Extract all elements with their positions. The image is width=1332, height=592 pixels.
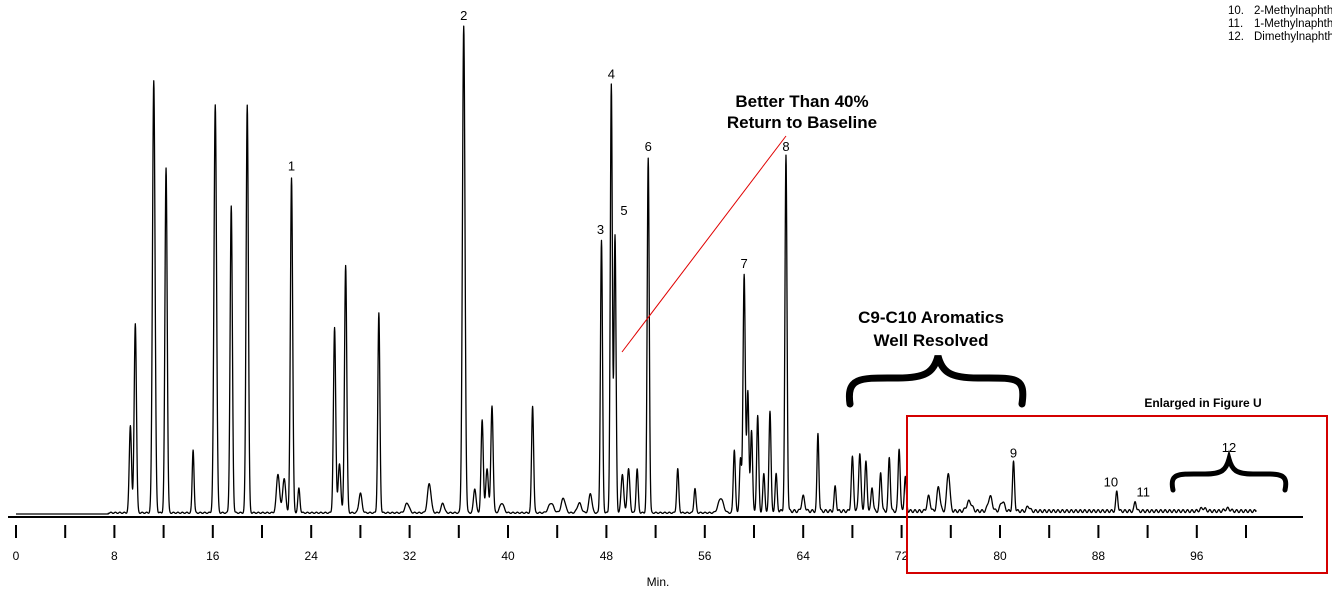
peak-label-3: 3: [597, 222, 604, 237]
dimethylnaphthalenes-brace: [1169, 449, 1289, 493]
time-axis: 0 8 16 24 32 40 48 56 64 72 80 88 96 Min.: [8, 516, 1303, 589]
x-tick-label: 32: [403, 549, 417, 563]
peak-label-1: 1: [288, 159, 295, 174]
x-axis-label: Min.: [647, 575, 670, 589]
aromatics-brace: [845, 355, 1027, 408]
peak-label-7: 7: [741, 256, 748, 271]
x-tick-label: 80: [993, 549, 1007, 563]
x-tick-label: 16: [206, 549, 220, 563]
enlarged-region-box: [906, 415, 1328, 574]
x-tick-label: 0: [13, 549, 20, 563]
x-tick-label: 64: [797, 549, 811, 563]
peak-label-6: 6: [645, 139, 652, 154]
legend-entry-name: 2-Methylnaphthalene: [1254, 5, 1332, 17]
x-tick-label: 96: [1190, 549, 1204, 563]
aromatics-annotation-line2: Well Resolved: [874, 331, 989, 350]
peak-label-5: 5: [620, 203, 627, 218]
x-tick-label: 40: [501, 549, 515, 563]
return-baseline-callout-line: [621, 135, 787, 353]
peak-label-4: 4: [608, 66, 615, 81]
chromatogram-trace: [16, 25, 1257, 515]
peak-label-8: 8: [782, 139, 789, 154]
enlarged-region-label: Enlarged in Figure U: [1144, 396, 1261, 410]
x-tick-label: 88: [1092, 549, 1106, 563]
legend-entry-number: 10.: [1228, 5, 1244, 17]
return-baseline-annotation-line2: Return to Baseline: [727, 113, 877, 132]
x-tick-label: 56: [698, 549, 712, 563]
peak-label-10: 10: [1104, 475, 1118, 490]
x-tick-label: 48: [600, 549, 614, 563]
aromatics-annotation-line1: C9-C10 Aromatics: [858, 308, 1004, 327]
peak-label-9: 9: [1010, 445, 1017, 460]
x-tick-label: 8: [111, 549, 118, 563]
peak-label-2: 2: [460, 8, 467, 23]
return-baseline-annotation-line1: Better Than 40%: [735, 92, 868, 111]
legend-entry-name: Dimethylnaphthalenes: [1254, 31, 1332, 43]
peak-label-12: 12: [1222, 440, 1236, 455]
peak-labels: 1 2 3 4 5 6 7 8 9 10 11: [288, 8, 1150, 499]
chromatogram-trace-layer: [16, 25, 1257, 515]
legend-entry-number: 11.: [1228, 18, 1243, 30]
legend: 10. 2-Methylnaphthalene 11. 1-Methylnaphtha…: [1228, 5, 1332, 43]
x-tick-label: 72: [895, 549, 909, 563]
legend-entry-number: 12.: [1228, 31, 1244, 43]
legend-entry-name: 1-Methylnaphthalene: [1254, 18, 1332, 30]
x-tick-label: 24: [305, 549, 319, 563]
peak-label-11: 11: [1137, 484, 1151, 499]
